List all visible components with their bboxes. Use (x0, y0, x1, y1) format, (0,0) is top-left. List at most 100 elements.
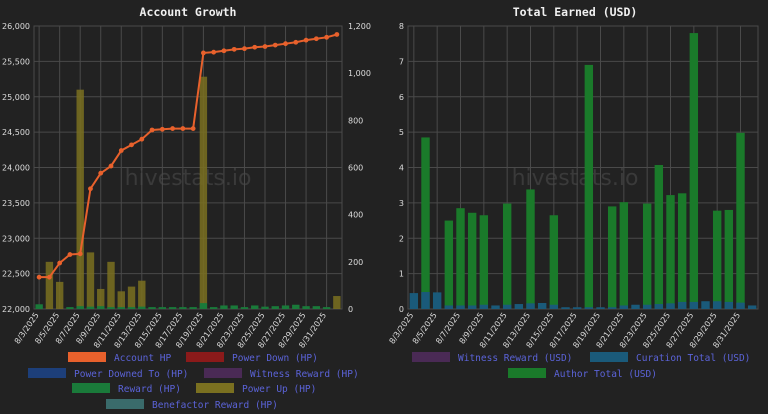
power-up-bar (76, 89, 84, 309)
account-hp-point (283, 41, 288, 47)
y2-tick-label: 600 (348, 164, 363, 173)
legend-label[interactable]: Reward (HP) (118, 384, 181, 395)
legend-swatch[interactable] (412, 352, 450, 362)
legend-label[interactable]: Power Up (HP) (242, 384, 316, 395)
curation-total-bar (491, 305, 500, 309)
legend-swatch[interactable] (508, 368, 546, 378)
author-total-bar (666, 195, 675, 309)
account-hp-point (190, 126, 196, 131)
account-growth-legend[interactable]: Account HP Power Down (HP) Power Downed To… (28, 352, 359, 411)
y-tick-label: 26,000 (2, 22, 30, 31)
power-up-bar (107, 261, 115, 309)
legend-label[interactable]: Author Total (USD) (554, 369, 657, 380)
curation-total-bar (444, 305, 454, 309)
y-tick-label: 8 (399, 22, 404, 31)
account-hp-point (221, 48, 227, 54)
account-hp-point (108, 163, 114, 169)
legend-label[interactable]: Power Downed To (HP) (74, 369, 188, 380)
account-hp-point (98, 170, 104, 176)
y-tick-label: 6 (399, 93, 404, 102)
curation-total-bar (467, 305, 477, 309)
legend-swatch[interactable] (106, 399, 144, 409)
curation-total-bar (502, 304, 512, 309)
legend-label[interactable]: Witness Reward (HP) (250, 369, 359, 380)
curation-total-bar (596, 307, 605, 309)
reward-bar (76, 306, 84, 309)
legend-label[interactable]: Power Down (HP) (232, 353, 318, 364)
legend-swatch[interactable] (186, 352, 224, 362)
reward-bar (168, 307, 177, 309)
legend-swatch[interactable] (28, 368, 66, 378)
curation-total-bar (666, 303, 675, 309)
reward-bar (97, 306, 105, 309)
y-tick-label: 23,500 (2, 199, 30, 208)
reward-bar (312, 306, 321, 309)
account-hp-point (231, 46, 237, 52)
account-hp-point (242, 46, 247, 52)
legend-swatch[interactable] (590, 352, 628, 362)
y-tick-label: 22,000 (2, 305, 30, 314)
curation-total-bar (631, 304, 640, 309)
author-total-bar (607, 206, 617, 309)
account-hp-point (170, 126, 176, 131)
account-hp-point (272, 42, 278, 48)
total-earned-title: Total Earned (USD) (513, 5, 638, 19)
account-growth-bars (35, 76, 341, 310)
account-hp-point (36, 274, 42, 280)
curation-total-bar (712, 301, 722, 309)
account-growth-chart: Account Growth hivestats.io 22,000 22,500… (2, 5, 371, 411)
account-hp-point (67, 252, 73, 257)
account-hp-point (313, 36, 319, 42)
reward-bar (240, 307, 249, 309)
total-earned-legend[interactable]: Witness Reward (USD) Curation Total (USD)… (412, 352, 750, 380)
account-hp-point (88, 186, 93, 192)
reward-bar (179, 307, 187, 309)
plot-frame (407, 25, 759, 310)
legend-label[interactable]: Account HP (114, 353, 171, 364)
reward-bar (271, 306, 279, 309)
y-tick-label: 4 (399, 164, 404, 173)
legend-swatch[interactable] (196, 383, 234, 393)
curation-total-bar (724, 301, 734, 309)
account-hp-point (159, 126, 165, 132)
power-up-bar (45, 261, 54, 309)
author-total-bar (549, 215, 559, 309)
total-earned-y-axis: 0 1 2 3 4 5 6 7 8 (399, 22, 404, 314)
legend-label[interactable]: Benefactor Reward (HP) (152, 400, 278, 411)
legend-swatch[interactable] (72, 383, 110, 393)
watermark: hivestats.io (512, 166, 639, 191)
reward-bar (220, 305, 228, 309)
y-tick-label: 23,000 (2, 234, 30, 243)
curation-total-bar (432, 292, 442, 309)
legend-swatch[interactable] (68, 352, 106, 362)
author-total-bar (502, 203, 512, 309)
reward-bar (230, 305, 238, 309)
legend-label[interactable]: Witness Reward (USD) (458, 353, 572, 364)
curation-total-bar (701, 301, 710, 309)
legend-swatch[interactable] (204, 368, 242, 378)
curation-total-bar (561, 307, 570, 309)
reward-bar (261, 306, 269, 309)
account-hp-point (139, 136, 145, 142)
author-total-bar (479, 215, 489, 309)
author-total-bar (526, 189, 535, 309)
curation-total-bar (479, 304, 489, 309)
reward-bar (209, 307, 218, 309)
reward-bar (189, 307, 197, 309)
author-total-bar (444, 220, 454, 309)
author-total-bar (584, 64, 594, 309)
curation-total-bar (526, 303, 535, 309)
reward-bar (86, 306, 95, 309)
account-hp-point (211, 49, 217, 55)
author-total-bar (642, 203, 652, 309)
author-total-bar (619, 202, 629, 309)
y2-tick-label: 1,000 (348, 69, 371, 78)
account-hp-point (180, 126, 186, 131)
curation-total-bar (747, 305, 757, 309)
curation-total-bar (514, 304, 524, 309)
y-tick-label: 0 (399, 305, 404, 314)
reward-bar (251, 305, 259, 309)
y2-tick-label: 800 (348, 116, 363, 125)
legend-label[interactable]: Curation Total (USD) (636, 353, 750, 364)
